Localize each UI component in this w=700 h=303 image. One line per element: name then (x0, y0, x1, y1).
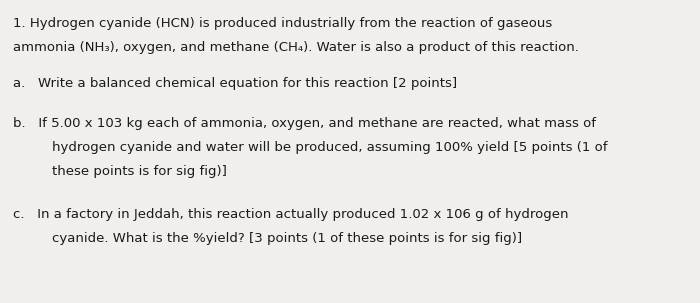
Text: ammonia (NH₃), oxygen, and methane (CH₄). Water is also a product of this reacti: ammonia (NH₃), oxygen, and methane (CH₄)… (13, 41, 578, 54)
Text: a.   Write a balanced chemical equation for this reaction [2 points]: a. Write a balanced chemical equation fo… (13, 77, 456, 90)
Text: c.   In a factory in Jeddah, this reaction actually produced 1.02 x 106 g of hyd: c. In a factory in Jeddah, this reaction… (13, 208, 568, 221)
Text: 1. Hydrogen cyanide (HCN) is produced industrially from the reaction of gaseous: 1. Hydrogen cyanide (HCN) is produced in… (13, 17, 552, 30)
Text: cyanide. What is the %yield? [3 points (1 of these points is for sig fig)]: cyanide. What is the %yield? [3 points (… (52, 232, 523, 245)
Text: b.   If 5.00 x 103 kg each of ammonia, oxygen, and methane are reacted, what mas: b. If 5.00 x 103 kg each of ammonia, oxy… (13, 117, 596, 130)
Text: these points is for sig fig)]: these points is for sig fig)] (52, 165, 228, 178)
Text: hydrogen cyanide and water will be produced, assuming 100% yield [5 points (1 of: hydrogen cyanide and water will be produ… (52, 141, 608, 154)
